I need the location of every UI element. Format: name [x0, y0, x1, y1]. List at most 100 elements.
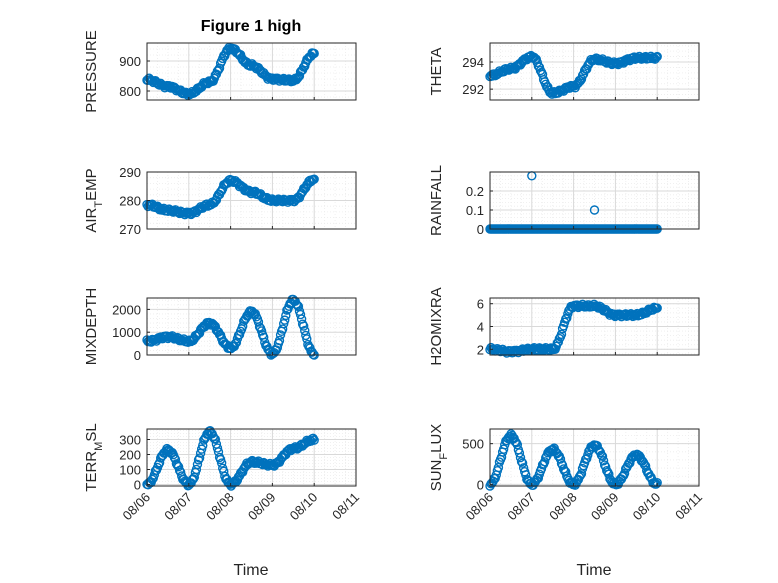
- data-point: [309, 435, 319, 445]
- y-axis-label: H2OMIXRA: [428, 287, 445, 365]
- y-tick-label: 270: [119, 222, 141, 237]
- axes-5: 2 4 6 H2OMIXRA: [428, 287, 700, 366]
- data-point: [539, 457, 550, 467]
- data-point: [173, 461, 184, 472]
- data-point: [639, 460, 650, 470]
- data-point: [515, 452, 526, 463]
- axes-3: 0 0.1 0.2 RAINFALL: [428, 165, 700, 237]
- axes-layer: 800 900 PRESSURE 292 294 THETA 270 280 290 AIRTEM…: [83, 30, 705, 523]
- data-point: [210, 434, 221, 445]
- data-point: [207, 318, 217, 329]
- y-tick-label: 6: [477, 297, 484, 312]
- data-point: [281, 310, 291, 321]
- data-point: [192, 459, 203, 470]
- y-tick-label: 0: [477, 477, 484, 492]
- axes-1: 292 294 THETA: [428, 42, 700, 101]
- data-point: [308, 433, 318, 444]
- data-point: [555, 454, 566, 464]
- x-tick-label: 08/11: [329, 490, 362, 523]
- x-tick-label: 08/10: [287, 490, 321, 524]
- y-axis-label: PRESSURE: [83, 30, 100, 113]
- data-point: [230, 339, 241, 349]
- y-tick-label: 0.2: [466, 184, 484, 199]
- data-point: [174, 465, 185, 476]
- data-point: [576, 74, 587, 84]
- data-point: [630, 310, 640, 321]
- data-point: [300, 325, 310, 336]
- y-axis-label: AIRTEMP: [83, 168, 105, 232]
- data-point: [216, 458, 227, 468]
- y-tick-label: 0: [477, 222, 484, 237]
- data-point: [309, 174, 319, 184]
- data-point: [561, 467, 571, 477]
- y-axis-label: SUNFLUX: [428, 424, 450, 492]
- axes-box: [489, 428, 700, 487]
- data-point: [212, 66, 223, 76]
- data-point: [597, 451, 608, 461]
- data-point: [200, 201, 210, 211]
- data-point: [512, 439, 523, 450]
- axes-box: [146, 42, 357, 101]
- y-tick-label: 280: [119, 194, 141, 209]
- data-point: [516, 457, 527, 467]
- axes-box: [489, 171, 700, 230]
- data-point: [237, 321, 248, 331]
- data-point: [188, 474, 198, 484]
- y-tick-label: 0: [134, 348, 141, 363]
- data-point: [579, 65, 590, 76]
- data-point: [259, 332, 269, 343]
- x-tick-label: 08/10: [630, 490, 664, 524]
- y-tick-label: 4: [477, 320, 484, 335]
- data-point: [193, 455, 204, 465]
- data-point: [596, 450, 607, 461]
- axes-0: 800 900 PRESSURE: [83, 30, 357, 113]
- x-tick-label: 08/08: [203, 490, 237, 524]
- data-point: [604, 469, 614, 479]
- data-point: [556, 329, 567, 339]
- y-axis-label: RAINFALL: [428, 165, 445, 236]
- data-point: [191, 331, 202, 341]
- data-point: [634, 451, 645, 461]
- x-tick-label: 08/07: [161, 490, 195, 524]
- y-tick-label: 500: [462, 437, 484, 452]
- data-point: [589, 205, 600, 215]
- y-tick-label: 900: [119, 54, 141, 69]
- axes-7: 0 500 SUNFLUX 08/06 08/07 08/08 08/09 08/10 08/1…: [428, 424, 705, 523]
- data-point: [277, 324, 288, 334]
- x-tick-label: 08/06: [120, 490, 154, 524]
- axes-box: [146, 297, 357, 356]
- y-tick-label: 290: [119, 165, 141, 180]
- y-tick-label: 292: [462, 82, 484, 97]
- x-tick-label: 08/09: [245, 490, 279, 524]
- data-point: [192, 329, 203, 340]
- data-point: [532, 57, 543, 68]
- data-point: [652, 303, 662, 313]
- data-point: [298, 321, 309, 331]
- y-tick-label: 300: [119, 433, 141, 448]
- data-point: [253, 317, 264, 327]
- data-point: [651, 479, 661, 489]
- data-point: [561, 314, 571, 324]
- y-tick-label: 800: [119, 84, 141, 99]
- x-axis-label-left: Time: [234, 562, 269, 579]
- data-point: [280, 315, 290, 325]
- y-tick-label: 100: [119, 463, 141, 478]
- data-point: [598, 456, 609, 466]
- data-point: [529, 52, 539, 63]
- y-tick-label: 2: [477, 342, 484, 357]
- x-tick-label: 08/07: [504, 490, 538, 524]
- data-point: [619, 468, 630, 479]
- data-point: [213, 65, 224, 75]
- data-point: [309, 48, 319, 59]
- data-point: [292, 300, 303, 311]
- data-point: [575, 470, 586, 480]
- y-tick-label: 1000: [112, 325, 141, 340]
- data-point: [652, 478, 662, 488]
- data-point: [632, 449, 642, 459]
- x-tick-label: 08/06: [463, 490, 497, 524]
- y-axis-label: MIXDEPTH: [83, 288, 100, 366]
- figure-title: Figure 1 high: [201, 18, 301, 35]
- y-tick-label: 0: [134, 478, 141, 493]
- y-tick-label: 0.1: [466, 203, 484, 218]
- data-point: [194, 453, 205, 463]
